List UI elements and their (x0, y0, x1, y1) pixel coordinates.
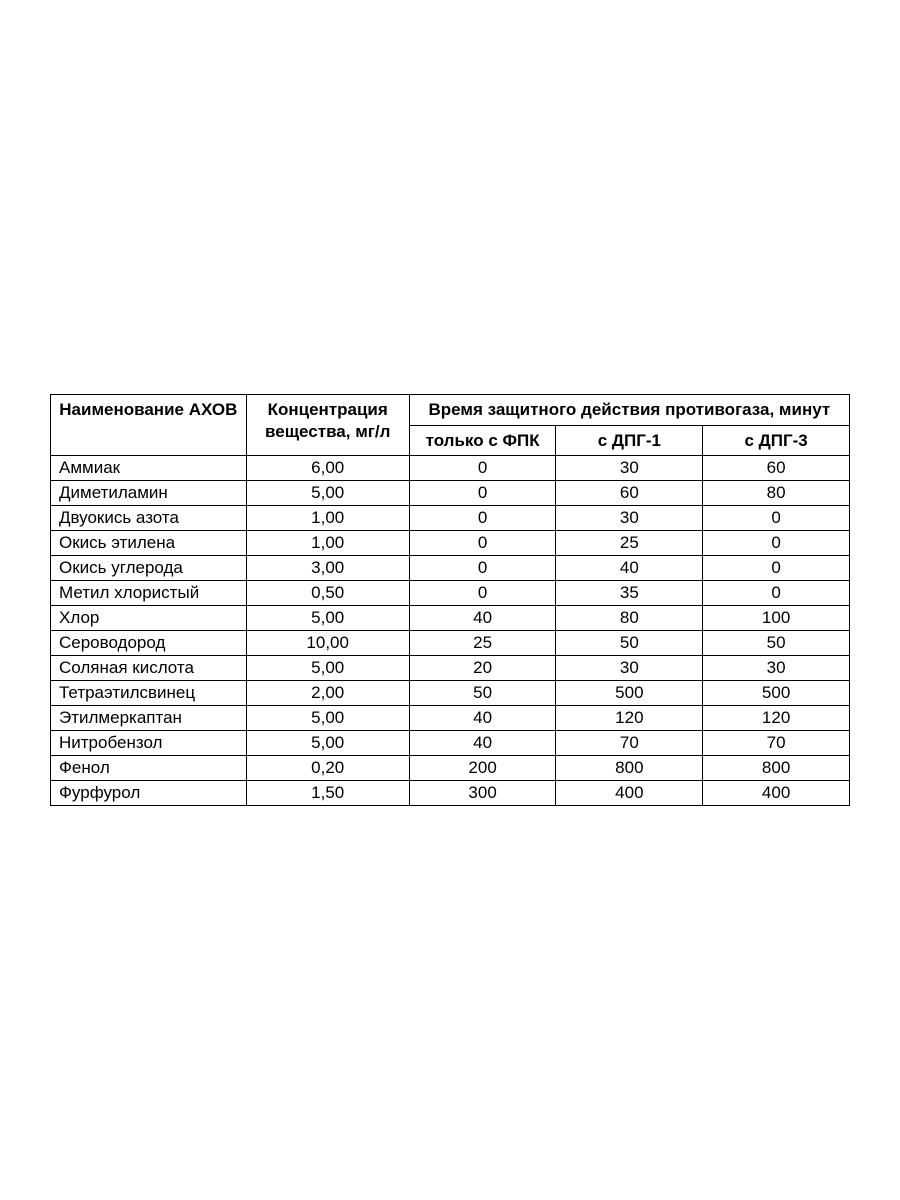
cell-dpg1: 25 (556, 530, 703, 555)
table-row: Окись углерода3,000400 (51, 555, 850, 580)
cell-dpg1: 400 (556, 780, 703, 805)
cell-name: Нитробензол (51, 730, 247, 755)
cell-concentration: 10,00 (246, 630, 409, 655)
table-row: Окись этилена1,000250 (51, 530, 850, 555)
cell-fpk: 40 (409, 605, 556, 630)
cell-dpg1: 30 (556, 455, 703, 480)
cell-fpk: 25 (409, 630, 556, 655)
cell-dpg3: 120 (703, 705, 850, 730)
cell-concentration: 2,00 (246, 680, 409, 705)
table-header: Наименование АХОВ Концентрация вещества,… (51, 395, 850, 456)
header-concentration: Концентрация вещества, мг/л (246, 395, 409, 456)
cell-fpk: 40 (409, 730, 556, 755)
cell-concentration: 0,50 (246, 580, 409, 605)
cell-name: Фенол (51, 755, 247, 780)
cell-concentration: 1,00 (246, 505, 409, 530)
cell-concentration: 3,00 (246, 555, 409, 580)
table-row: Фурфурол1,50300400400 (51, 780, 850, 805)
cell-name: Соляная кислота (51, 655, 247, 680)
cell-name: Двуокись азота (51, 505, 247, 530)
header-name: Наименование АХОВ (51, 395, 247, 456)
cell-concentration: 0,20 (246, 755, 409, 780)
protection-time-table: Наименование АХОВ Концентрация вещества,… (50, 394, 850, 806)
cell-dpg3: 0 (703, 505, 850, 530)
cell-name: Окись этилена (51, 530, 247, 555)
cell-concentration: 5,00 (246, 705, 409, 730)
cell-name: Сероводород (51, 630, 247, 655)
table-row: Этилмеркаптан5,0040120120 (51, 705, 850, 730)
cell-fpk: 20 (409, 655, 556, 680)
cell-dpg1: 60 (556, 480, 703, 505)
table-row: Нитробензол5,00407070 (51, 730, 850, 755)
cell-concentration: 1,50 (246, 780, 409, 805)
cell-dpg3: 800 (703, 755, 850, 780)
cell-dpg3: 500 (703, 680, 850, 705)
header-fpk-only: только с ФПК (409, 425, 556, 455)
cell-concentration: 5,00 (246, 480, 409, 505)
table-row: Двуокись азота1,000300 (51, 505, 850, 530)
cell-dpg1: 70 (556, 730, 703, 755)
cell-name: Метил хлористый (51, 580, 247, 605)
cell-dpg3: 50 (703, 630, 850, 655)
cell-dpg1: 30 (556, 505, 703, 530)
cell-dpg1: 800 (556, 755, 703, 780)
cell-dpg3: 60 (703, 455, 850, 480)
table-row: Сероводород10,00255050 (51, 630, 850, 655)
cell-fpk: 40 (409, 705, 556, 730)
table-row: Диметиламин5,0006080 (51, 480, 850, 505)
cell-dpg3: 0 (703, 555, 850, 580)
table-row: Хлор5,004080100 (51, 605, 850, 630)
header-protection-time-group: Время защитного действия противогаза, ми… (409, 395, 849, 425)
cell-fpk: 0 (409, 530, 556, 555)
table-header-row-1: Наименование АХОВ Концентрация вещества,… (51, 395, 850, 425)
cell-name: Диметиламин (51, 480, 247, 505)
cell-concentration: 5,00 (246, 605, 409, 630)
table-row: Соляная кислота5,00203030 (51, 655, 850, 680)
cell-dpg3: 70 (703, 730, 850, 755)
cell-concentration: 5,00 (246, 655, 409, 680)
cell-dpg1: 50 (556, 630, 703, 655)
cell-dpg1: 40 (556, 555, 703, 580)
cell-dpg3: 80 (703, 480, 850, 505)
cell-fpk: 0 (409, 455, 556, 480)
table-body: Аммиак6,0003060Диметиламин5,0006080Двуок… (51, 455, 850, 805)
cell-concentration: 6,00 (246, 455, 409, 480)
cell-fpk: 50 (409, 680, 556, 705)
cell-name: Тетраэтилсвинец (51, 680, 247, 705)
cell-name: Аммиак (51, 455, 247, 480)
cell-fpk: 0 (409, 555, 556, 580)
cell-name: Хлор (51, 605, 247, 630)
cell-dpg3: 400 (703, 780, 850, 805)
table-container: Наименование АХОВ Концентрация вещества,… (50, 394, 850, 806)
cell-fpk: 0 (409, 505, 556, 530)
cell-concentration: 1,00 (246, 530, 409, 555)
cell-dpg1: 80 (556, 605, 703, 630)
table-row: Аммиак6,0003060 (51, 455, 850, 480)
cell-dpg3: 0 (703, 580, 850, 605)
cell-dpg1: 500 (556, 680, 703, 705)
cell-fpk: 200 (409, 755, 556, 780)
cell-dpg3: 0 (703, 530, 850, 555)
cell-dpg1: 120 (556, 705, 703, 730)
table-row: Тетраэтилсвинец2,0050500500 (51, 680, 850, 705)
header-dpg3: с ДПГ-3 (703, 425, 850, 455)
cell-fpk: 0 (409, 480, 556, 505)
cell-dpg1: 35 (556, 580, 703, 605)
cell-fpk: 300 (409, 780, 556, 805)
cell-dpg1: 30 (556, 655, 703, 680)
cell-dpg3: 30 (703, 655, 850, 680)
cell-name: Этилмеркаптан (51, 705, 247, 730)
table-row: Фенол0,20200800800 (51, 755, 850, 780)
cell-name: Фурфурол (51, 780, 247, 805)
header-dpg1: с ДПГ-1 (556, 425, 703, 455)
cell-dpg3: 100 (703, 605, 850, 630)
cell-concentration: 5,00 (246, 730, 409, 755)
cell-fpk: 0 (409, 580, 556, 605)
cell-name: Окись углерода (51, 555, 247, 580)
table-row: Метил хлористый0,500350 (51, 580, 850, 605)
